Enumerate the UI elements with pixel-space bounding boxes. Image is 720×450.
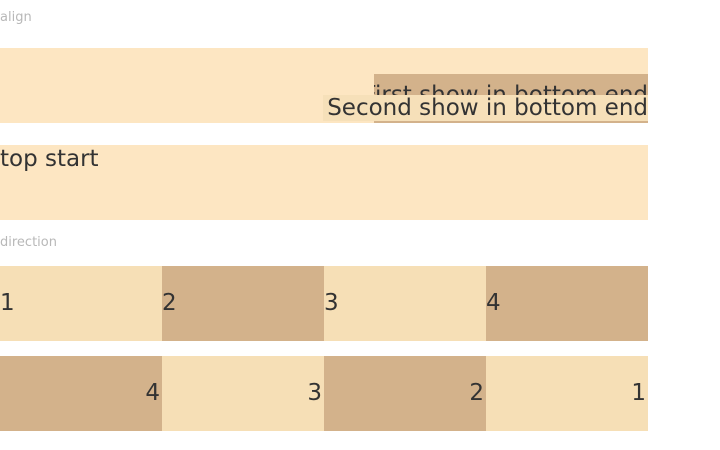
direction-cell: 3: [162, 356, 324, 431]
align-top-start-panel: top start: [0, 145, 648, 220]
section-label-direction: direction: [0, 235, 57, 250]
direction-cell: 2: [162, 266, 324, 341]
direction-cell: 2: [324, 356, 486, 431]
direction-row-reverse: 1 2 3 4: [0, 356, 648, 431]
second-bottom-end-text: Second show in bottom end: [323, 95, 648, 121]
direction-cell: 4: [0, 356, 162, 431]
direction-cell: 1: [0, 266, 162, 341]
direction-cell: 4: [486, 266, 648, 341]
direction-cell: 1: [486, 356, 648, 431]
direction-row-forward: 1 2 3 4: [0, 266, 648, 341]
section-label-align: align: [0, 10, 32, 25]
top-start-text: top start: [0, 146, 99, 172]
direction-cell: 3: [324, 266, 486, 341]
align-bottom-end-panel: First show in bottom end Second show in …: [0, 48, 648, 123]
